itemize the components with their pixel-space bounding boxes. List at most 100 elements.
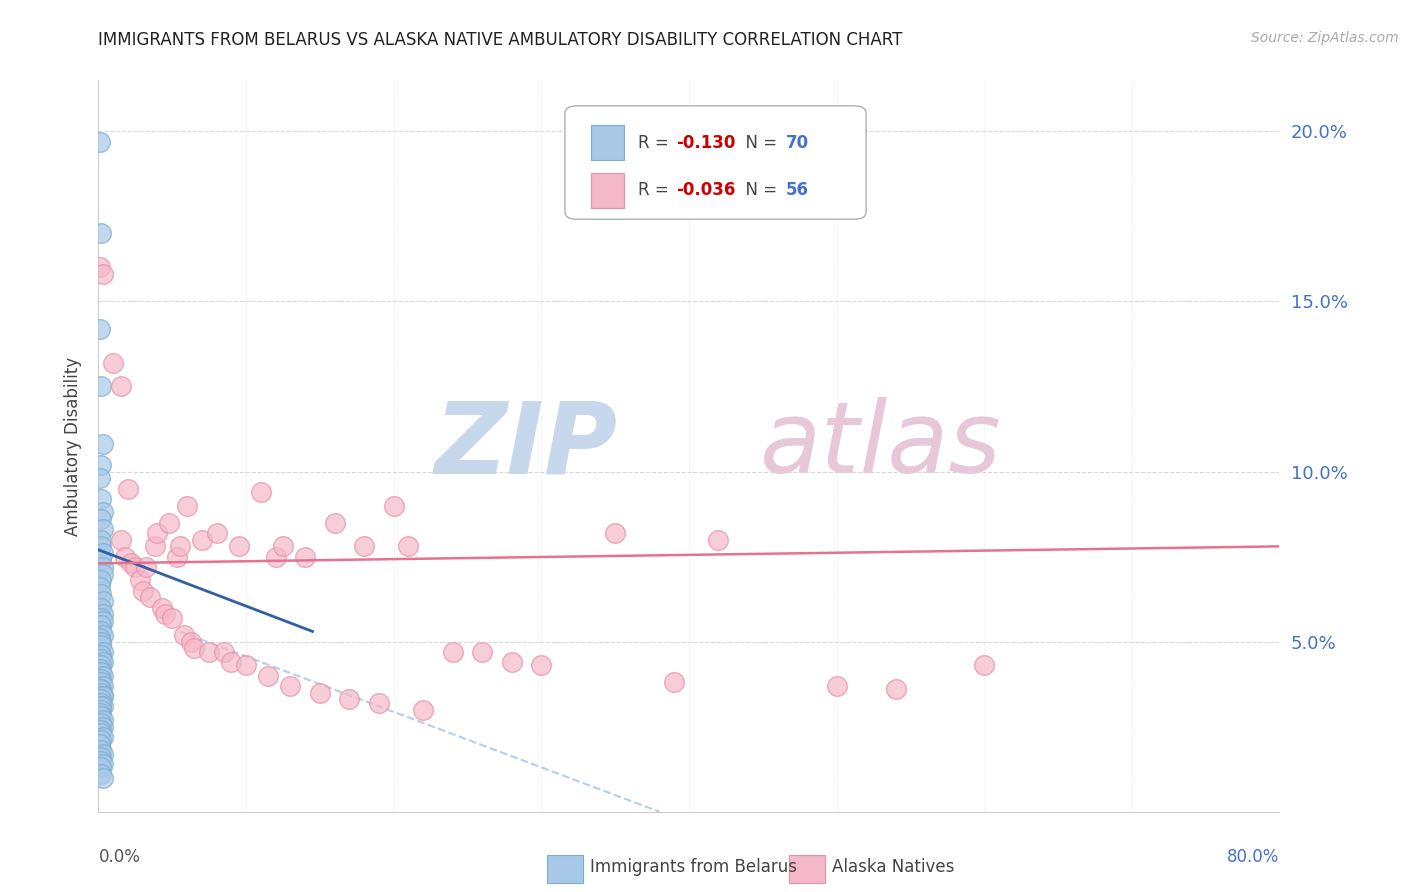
Point: [91, 505, 114, 519]
Point: [153, 607, 176, 622]
Point: [169, 540, 191, 554]
Point: [707, 533, 730, 547]
Point: [91, 267, 114, 281]
Point: [191, 533, 214, 547]
Point: [90, 750, 112, 764]
Point: [135, 559, 157, 574]
Point: [89, 682, 111, 697]
Point: [91, 699, 114, 714]
Point: [91, 720, 114, 734]
Point: [90, 458, 112, 472]
Point: [91, 679, 114, 693]
Point: [90, 227, 112, 241]
Point: [91, 645, 114, 659]
Point: [91, 655, 114, 669]
Point: [89, 260, 111, 275]
Point: [91, 668, 114, 682]
Point: [90, 743, 112, 757]
Point: [90, 379, 112, 393]
Point: [90, 491, 112, 506]
Point: [143, 540, 166, 554]
Point: [89, 706, 111, 720]
Point: [90, 533, 112, 547]
Point: [90, 651, 112, 665]
Point: [973, 658, 995, 673]
Point: [91, 607, 114, 622]
Point: [90, 624, 112, 639]
Point: [664, 675, 686, 690]
Text: Source: ZipAtlas.com: Source: ZipAtlas.com: [1251, 31, 1399, 45]
Point: [339, 692, 361, 706]
Point: [264, 549, 287, 564]
Point: [90, 682, 112, 697]
Point: [110, 533, 132, 547]
Point: [103, 356, 125, 370]
Point: [250, 484, 273, 499]
Point: [90, 675, 112, 690]
Point: [91, 713, 114, 727]
Point: [91, 628, 114, 642]
Text: R =: R =: [638, 134, 673, 152]
Point: [91, 730, 114, 744]
Point: [825, 679, 848, 693]
Point: [257, 668, 280, 682]
Bar: [591, 125, 624, 161]
Point: [530, 658, 553, 673]
Point: [471, 645, 494, 659]
Point: [198, 645, 221, 659]
Point: [398, 540, 420, 554]
Point: [294, 549, 316, 564]
Point: [90, 733, 112, 747]
Point: [90, 703, 112, 717]
Point: [89, 580, 111, 594]
Point: [90, 672, 112, 686]
Point: [90, 638, 112, 652]
Point: [90, 726, 112, 740]
Text: Immigrants from Belarus: Immigrants from Belarus: [589, 857, 797, 876]
Point: [90, 767, 112, 781]
Point: [91, 689, 114, 703]
Point: [90, 723, 112, 737]
Point: [90, 600, 112, 615]
Point: [180, 634, 202, 648]
Point: [157, 516, 180, 530]
Point: [228, 540, 250, 554]
Point: [368, 696, 391, 710]
Point: [90, 648, 112, 663]
Point: [90, 699, 112, 714]
Text: 80.0%: 80.0%: [1227, 848, 1279, 866]
Point: [162, 611, 183, 625]
Point: [91, 594, 114, 608]
Text: -0.130: -0.130: [676, 134, 735, 152]
Point: [90, 658, 112, 673]
Text: 56: 56: [786, 181, 808, 199]
Point: [91, 559, 114, 574]
Point: [117, 482, 139, 496]
Text: N =: N =: [735, 181, 782, 199]
Point: [91, 689, 114, 703]
Point: [221, 655, 243, 669]
Point: [183, 641, 205, 656]
Point: [605, 525, 627, 540]
Point: [309, 686, 332, 700]
Text: 0.0%: 0.0%: [98, 848, 141, 866]
Point: [90, 754, 112, 768]
Text: 70: 70: [786, 134, 808, 152]
Point: [132, 583, 155, 598]
Text: ZIP: ZIP: [434, 398, 619, 494]
Point: [212, 645, 235, 659]
Point: [89, 631, 111, 645]
Point: [90, 692, 112, 706]
Text: -0.036: -0.036: [676, 181, 735, 199]
Point: [114, 549, 136, 564]
Point: [166, 549, 188, 564]
Point: [91, 522, 114, 536]
Point: [235, 658, 257, 673]
Point: [205, 525, 228, 540]
Point: [89, 662, 111, 676]
Y-axis label: Ambulatory Disability: Ambulatory Disability: [65, 357, 83, 535]
Point: [323, 516, 346, 530]
Point: [412, 703, 434, 717]
Point: [90, 760, 112, 774]
Bar: [547, 855, 582, 883]
